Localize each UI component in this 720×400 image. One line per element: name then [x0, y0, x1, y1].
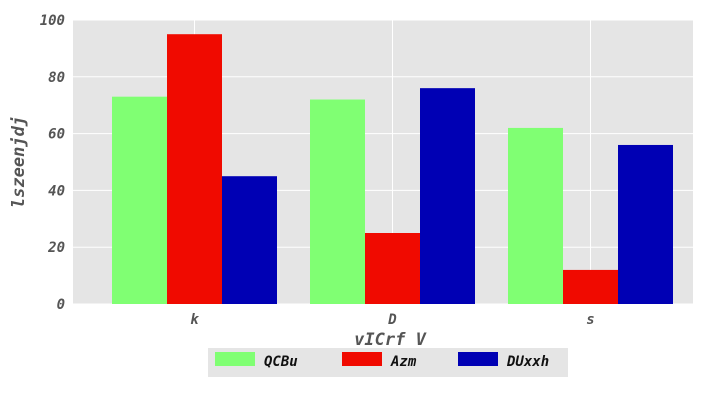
y-tick-label: 0 — [57, 297, 65, 313]
legend-box — [208, 348, 568, 377]
bar-QCBu-D — [310, 99, 365, 305]
bar-Azm-D — [365, 233, 420, 304]
x-axis-label: vICrf V — [354, 330, 426, 350]
y-tick-label: 60 — [48, 127, 65, 143]
legend-label-Azm: Azm — [390, 354, 417, 370]
bar-Azm-s — [563, 269, 618, 304]
y-tick-label: 20 — [47, 240, 65, 256]
bars — [112, 34, 673, 305]
legend-swatch-QCBu — [215, 352, 255, 366]
legend-swatch-DUxxh — [458, 352, 498, 366]
legend-label-DUxxh: DUxxh — [506, 354, 549, 370]
y-tick-labels: 0 20 40 60 80 100 — [40, 13, 65, 313]
y-axis-label: lszeenjdj — [9, 116, 29, 208]
y-tick-label: 100 — [40, 13, 65, 29]
legend: QCBu Azm DUxxh — [208, 348, 568, 377]
y-tick-label: 40 — [48, 183, 65, 199]
y-tick-label: 80 — [48, 70, 65, 86]
x-tick-label: k — [190, 312, 199, 328]
bar-DUxxh-s — [618, 144, 673, 304]
bar-DUxxh-k — [222, 176, 277, 304]
x-tick-label: s — [586, 312, 594, 328]
legend-swatch-Azm — [342, 352, 382, 366]
legend-label-QCBu: QCBu — [264, 354, 298, 370]
bar-DUxxh-D — [420, 88, 475, 304]
bar-QCBu-k — [112, 96, 167, 305]
bar-QCBu-s — [508, 127, 563, 304]
x-tick-label: D — [387, 312, 396, 328]
bar-Azm-k — [167, 34, 222, 304]
